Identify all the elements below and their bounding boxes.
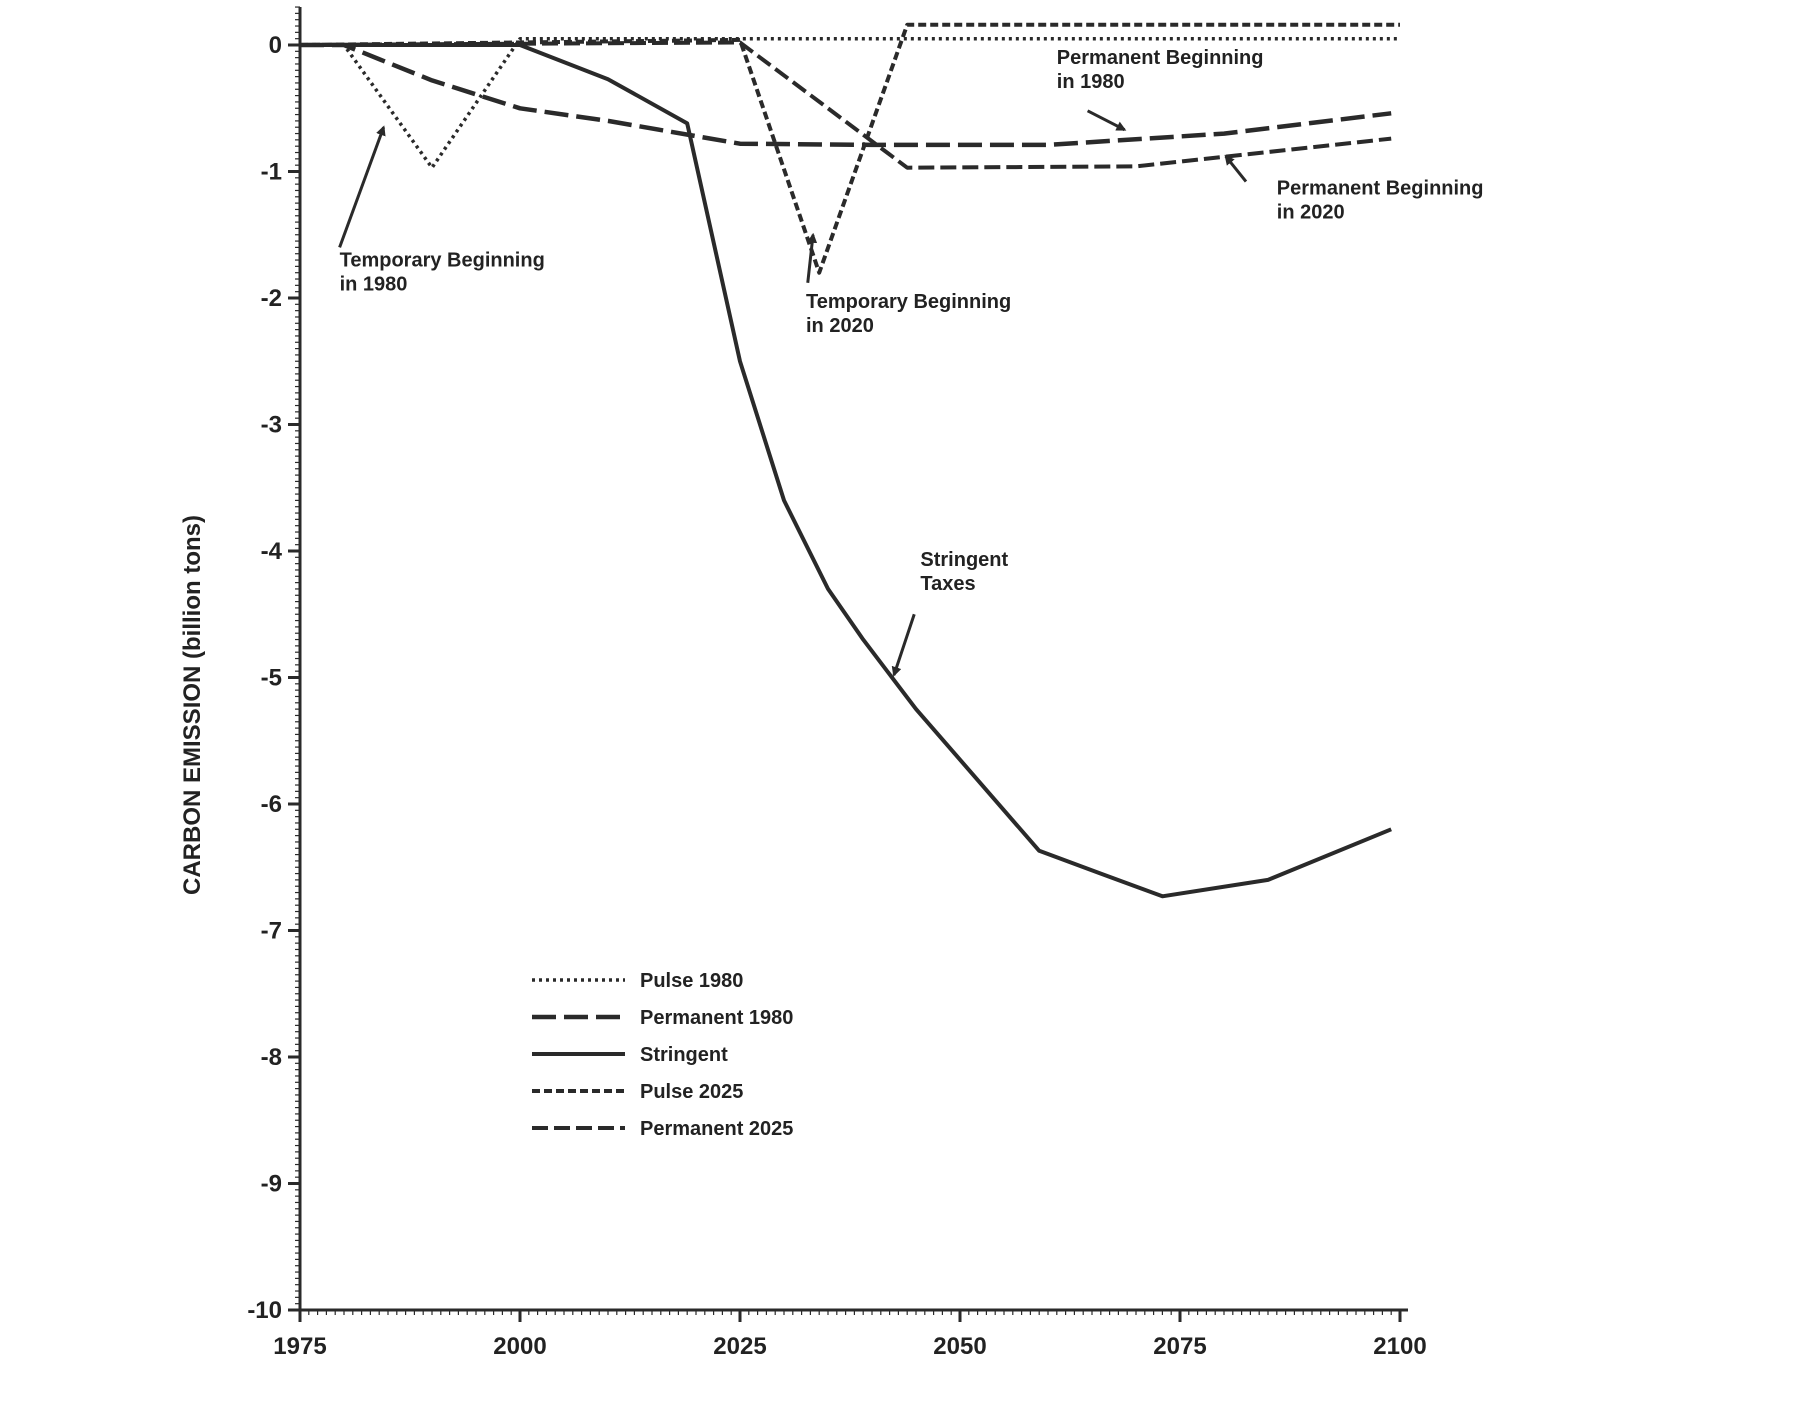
annotation-line: in 1980 <box>340 273 408 295</box>
x-tick-label: 2050 <box>933 1333 986 1360</box>
series-line-stringent <box>300 43 1392 899</box>
y-tick-label: -10 <box>247 1297 282 1324</box>
annotation-label: Stringent Taxes <box>920 549 1008 595</box>
y-tick-label: -9 <box>261 1171 282 1198</box>
x-tick-label: 1975 <box>273 1333 326 1360</box>
annotation-label: Temporary Beginning in 1980 <box>340 249 545 295</box>
annotation-label: Temporary Beginning in 2020 <box>806 291 1011 337</box>
y-tick-label: -1 <box>261 159 282 186</box>
annotation-line: Stringent <box>920 549 1008 571</box>
y-axis-title: CARBON EMISSION (billion tons) <box>179 515 206 895</box>
annotation-line: in 2020 <box>806 315 874 337</box>
annotation-line: in 2020 <box>1277 201 1345 223</box>
series-line-permanent-2025 <box>299 40 1392 170</box>
legend-label: Pulse 2025 <box>640 1081 743 1103</box>
y-tick-label: 0 <box>269 32 282 59</box>
annotation-arrow <box>1224 154 1248 183</box>
y-tick-label: -2 <box>261 285 282 312</box>
annotation-line: Taxes <box>920 573 975 595</box>
y-tick-label: -8 <box>261 1044 282 1071</box>
y-tick-label: -4 <box>261 538 283 565</box>
x-tick-label: 2100 <box>1373 1333 1426 1360</box>
x-tick-label: 2000 <box>493 1333 546 1360</box>
series-group <box>299 22 1400 899</box>
legend-label: Stringent <box>640 1044 728 1066</box>
legend-label: Pulse 1980 <box>640 970 743 992</box>
legend-label: Permanent 2025 <box>640 1118 793 1140</box>
annotation-arrow <box>891 613 916 677</box>
annotation-arrow <box>338 125 386 248</box>
annotation-line: in 1980 <box>1057 71 1125 93</box>
annotation-label: Permanent Beginning in 1980 <box>1057 47 1264 93</box>
x-tick-label: 2025 <box>713 1333 766 1360</box>
y-tick-label: -5 <box>261 665 282 692</box>
y-tick-label: -3 <box>261 412 282 439</box>
annotation-line: Permanent Beginning <box>1057 47 1264 69</box>
series-line-permanent-1980 <box>300 42 1392 148</box>
legend-label: Permanent 1980 <box>640 1007 793 1029</box>
annotation-arrow <box>806 232 818 283</box>
legend: Pulse 1980 Permanent 1980 Stringent Pulse 2… <box>532 970 793 1140</box>
annotation-line: Temporary Beginning <box>806 291 1011 313</box>
y-tick-label: -7 <box>261 918 282 945</box>
axes: 0 -1 -2 -3 -4 -5 -6 -7 -8 -9 -10 1975 2000 2025 2050 20… <box>247 6 1427 1360</box>
annotation-line: Permanent Beginning <box>1277 177 1484 199</box>
annotation-line: Temporary Beginning <box>340 249 545 271</box>
annotation-label: Permanent Beginning in 2020 <box>1277 177 1484 223</box>
annotation-arrow <box>1086 109 1127 132</box>
x-tick-label: 2075 <box>1153 1333 1206 1360</box>
y-tick-label: -6 <box>261 791 282 818</box>
